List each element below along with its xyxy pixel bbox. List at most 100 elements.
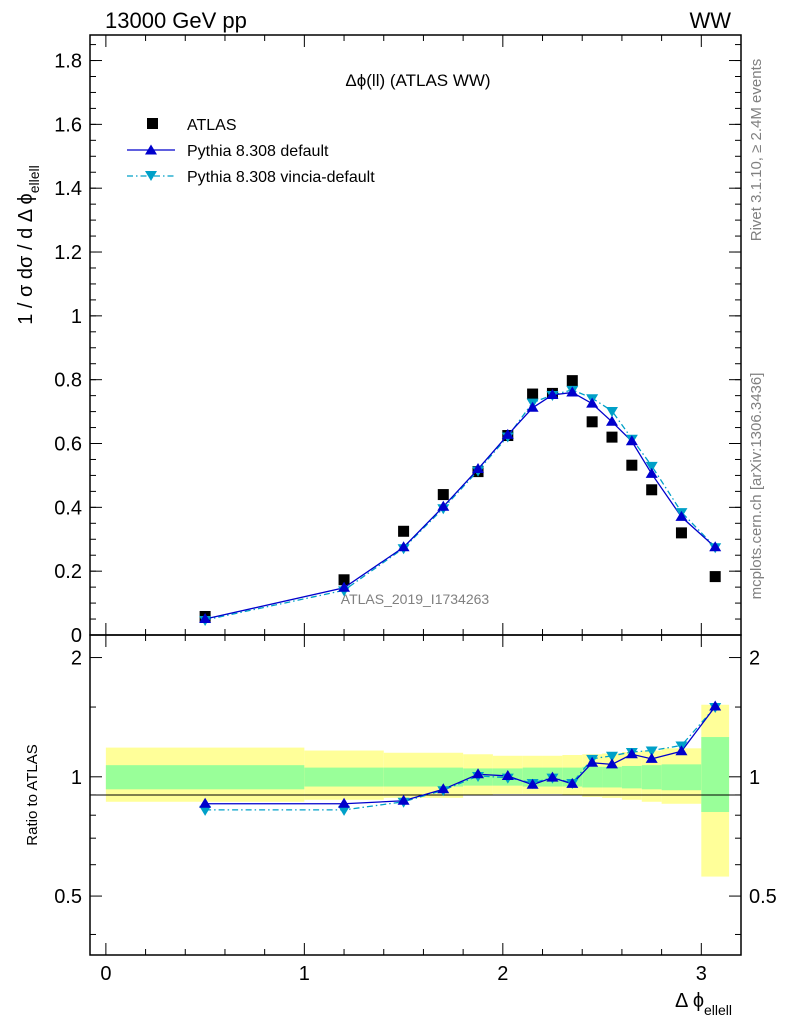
ratio-pythia-default-point xyxy=(397,794,410,805)
pythia-default-point xyxy=(709,541,722,552)
pythia-default-point xyxy=(645,467,658,478)
ratio-band-inner xyxy=(383,767,464,787)
main-y-tick-label: 0.2 xyxy=(54,561,82,583)
pythia-default-point xyxy=(586,397,599,408)
analysis-watermark: ATLAS_2019_I1734263 xyxy=(341,591,490,607)
ratio-vincia-default-point xyxy=(199,805,212,816)
legend-default-label: Pythia 8.308 default xyxy=(187,143,329,160)
ratio-y-axis: 0.5 0.5 1 1 2 2 xyxy=(54,648,777,935)
atlas-data-point xyxy=(586,416,598,428)
main-y-axis-label: 1 / σ dσ / d Δ ϕellell xyxy=(15,165,42,325)
main-y-tick-label: 0.8 xyxy=(54,370,82,392)
ratio-pythia-default-point xyxy=(546,771,559,782)
ratio-pythia-default-point xyxy=(675,745,688,756)
atlas-data-point xyxy=(675,527,687,539)
ratio-y-tick-label: 2 xyxy=(71,648,82,670)
atlas-data-point xyxy=(398,525,410,537)
atlas-data-point xyxy=(709,571,721,583)
main-y-tick-label: 1.6 xyxy=(54,114,82,136)
legend-atlas-marker xyxy=(147,118,158,129)
atlas-data-point xyxy=(646,484,658,496)
vincia-default-line xyxy=(204,389,716,621)
ratio-pythia-default-point xyxy=(526,778,539,789)
main-panel: 0.2 0.4 0.6 0.8 1 1.2 1.4 1.6 1.8 0 Δϕ(ll) (ATLAS… xyxy=(15,34,742,647)
ratio-pythia-default-point xyxy=(338,797,351,808)
ratio-pythia-default-point xyxy=(586,756,599,767)
ratio-pythia-default-point xyxy=(566,777,579,788)
pythia-default-point xyxy=(605,415,618,426)
x-axis-label: Δ ϕellell xyxy=(675,990,732,1018)
ratio-band-inner xyxy=(602,766,622,788)
x-tick-label: 1 xyxy=(299,963,310,985)
ratio-y-tick-label: 0.5 xyxy=(54,886,82,908)
ratio-pythia-default-point xyxy=(625,748,638,759)
legend-atlas-label: ATLAS xyxy=(187,117,237,134)
pythia-default-point xyxy=(397,541,410,552)
ratio-band-inner xyxy=(701,737,730,813)
pythia-default-point xyxy=(546,389,559,399)
x-tick-label: 2 xyxy=(497,963,508,985)
ratio-band-inner xyxy=(582,766,603,788)
ratio-x-axis: 0 1 2 3 xyxy=(100,635,707,985)
main-y-tick-label-zero: 0 xyxy=(71,625,82,647)
main-y-axis: 0.2 0.4 0.6 0.8 1 1.2 1.4 1.6 1.8 0 xyxy=(54,44,741,647)
main-y-axis-label-subscript: ellell xyxy=(26,165,42,193)
ratio-pythia-default-point xyxy=(605,758,618,769)
pythia-default-point xyxy=(675,510,688,521)
vincia-default-point xyxy=(605,406,618,417)
vincia-default-point xyxy=(645,461,658,472)
main-y-tick-label: 1.2 xyxy=(54,242,82,264)
ratio-y-tick-label-right: 2 xyxy=(749,648,760,670)
ratio-y-tick-label: 1 xyxy=(71,767,82,789)
x-axis-label-text: Δ ϕ xyxy=(675,990,704,1012)
ratio-vincia-default-point xyxy=(605,751,618,762)
main-y-axis-label-text: 1 / σ dσ / d Δ ϕ xyxy=(15,193,37,325)
pythia-default-point xyxy=(501,428,514,439)
ratio-y-axis-label: Ratio to ATLAS xyxy=(24,744,41,845)
pythia-default-point xyxy=(625,435,638,446)
ratio-panel: 0.5 0.5 1 1 2 2 0 1 2 3 Ratio to ATLAS Δ ϕellell xyxy=(24,634,777,1018)
x-tick-label: 0 xyxy=(100,963,111,985)
header-process: 13000 GeV pp xyxy=(105,8,247,33)
atlas-data-point xyxy=(566,375,578,387)
pythia-default-point xyxy=(526,401,539,412)
pythia-default-point xyxy=(199,613,212,624)
ratio-pythia-default-point xyxy=(437,783,450,794)
ratio-band-inner xyxy=(641,765,662,790)
ratio-y-tick-label-right: 1 xyxy=(749,767,760,789)
pythia-default-point xyxy=(566,386,579,397)
atlas-data-point xyxy=(606,431,618,443)
ratio-pythia-default-point xyxy=(501,769,514,780)
ratio-series xyxy=(199,700,722,816)
pythia-default-point xyxy=(472,463,485,474)
ratio-vincia-default-point xyxy=(338,805,351,816)
ratio-band-inner xyxy=(105,765,305,790)
ratio-pythia-default-point xyxy=(472,768,485,779)
ratio-band-inner xyxy=(621,765,642,789)
legend-vincia-marker xyxy=(145,171,157,181)
pythia-default-line xyxy=(204,391,716,620)
ratio-vincia-default-point xyxy=(645,746,658,757)
atlas-data-point xyxy=(437,489,449,501)
pythia-default-point xyxy=(437,500,450,511)
main-y-tick-label: 1.8 xyxy=(54,51,82,73)
ratio-band-inner xyxy=(304,767,384,787)
main-x-ticks xyxy=(105,35,702,635)
ratio-pythia-default-point xyxy=(199,797,212,808)
ratio-pythia-default-point xyxy=(709,700,722,711)
atlas-data-point xyxy=(338,574,350,586)
rivet-version-caption: Rivet 3.1.10, ≥ 2.4M events xyxy=(748,59,765,242)
legend-default-marker xyxy=(145,144,157,155)
ratio-pythia-default-point xyxy=(645,752,658,763)
x-axis-label-subscript: ellell xyxy=(704,1002,732,1018)
pythia-default-point xyxy=(338,581,351,592)
x-tick-label: 3 xyxy=(696,963,707,985)
main-plot-title: Δϕ(ll) (ATLAS WW) xyxy=(345,71,490,90)
legend: ATLAS Pythia 8.308 default Pythia 8.308 … xyxy=(127,117,375,186)
mcplots-caption: mcplots.cern.ch [arXiv:1306.3436] xyxy=(748,373,765,600)
main-series xyxy=(199,375,722,626)
ratio-y-tick-label-right: 0.5 xyxy=(749,886,777,908)
ratio-uncertainty-bands xyxy=(105,704,730,877)
atlas-data-point xyxy=(527,388,539,400)
